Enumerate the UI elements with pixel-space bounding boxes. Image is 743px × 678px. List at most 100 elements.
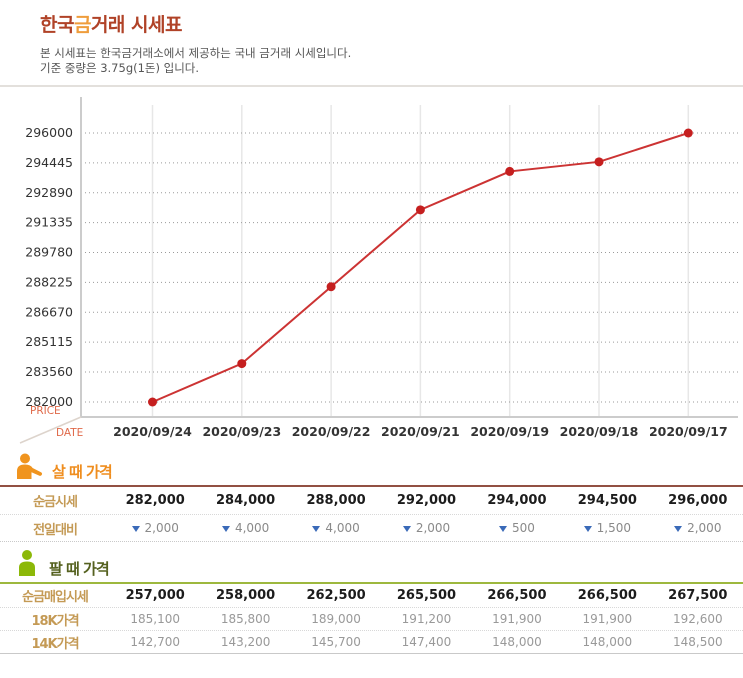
price-cell: 191,900 [582, 612, 633, 626]
page-subtitle: 본 시세표는 한국금거래소에서 제공하는 국내 금거래 시세입니다. 기준 중량… [40, 46, 743, 76]
sell-section-heading: 팔 때 가격 [0, 550, 743, 580]
data-point[interactable] [148, 397, 157, 407]
price-cell: 2,000 [110, 521, 200, 535]
price-cell: 284,000 [216, 493, 276, 508]
subtitle-line1: 본 시세표는 한국금거래소에서 제공하는 국내 금거래 시세입니다. [40, 46, 352, 60]
down-triangle-icon [583, 525, 592, 532]
table-row: 순금시세 282,000 284,000 288,000 292,000 294,000 2… [0, 487, 743, 514]
data-point[interactable] [594, 157, 604, 167]
y-axis-tick-label: 282000 [25, 394, 73, 409]
table-row: 14K가격 142,700 143,200 145,700 147,400 148,000… [0, 630, 743, 653]
axis-corner-divider [19, 416, 82, 444]
y-axis-tick-label: 292890 [25, 185, 73, 200]
row-label: 순금시세 [33, 495, 78, 510]
x-axis-tick-label: 2020/09/21 [381, 424, 460, 439]
price-cell: 191,200 [401, 612, 452, 626]
y-axis-tick-label: 294445 [25, 155, 73, 170]
x-axis-tick-label: 2020/09/22 [292, 424, 371, 439]
price-cell: 145,700 [311, 635, 361, 649]
table-row: 전일대비 2,000 4,000 4,000 2,000 500 1,500 2,000 [0, 514, 743, 541]
price-cell: 143,200 [220, 635, 271, 649]
price-cell: 148,000 [492, 635, 542, 649]
buy-heading-underline [0, 485, 743, 487]
price-cell: 148,500 [672, 635, 723, 649]
price-cell: 2,000 [381, 521, 471, 535]
seller-person-icon [14, 550, 41, 580]
price-cell: 185,800 [220, 612, 271, 626]
price-cell: 265,500 [396, 588, 457, 603]
sell-heading-underline [0, 582, 743, 584]
row-label: 18K가격 [31, 613, 79, 629]
y-axis-tick-label: 288225 [25, 274, 73, 289]
down-triangle-icon [498, 525, 507, 532]
price-cell: 1,500 [562, 521, 652, 535]
down-triangle-icon [674, 525, 683, 532]
buy-price-table: 순금시세 282,000 284,000 288,000 292,000 294,000 2… [0, 487, 743, 542]
price-cell: 257,000 [125, 588, 185, 603]
y-axis-tick-label: 283560 [25, 364, 73, 379]
price-cell: 292,000 [396, 493, 457, 508]
page-title: 한국금거래 시세표 [40, 10, 743, 37]
data-point[interactable] [237, 359, 247, 369]
price-cell: 296,000 [668, 493, 728, 508]
down-triangle-icon [312, 525, 321, 532]
price-cell: 191,900 [492, 612, 542, 626]
price-cell: 148,000 [582, 635, 633, 649]
price-cell: 192,600 [672, 612, 723, 626]
table-row: 18K가격 185,100 185,800 189,000 191,200 191,900… [0, 607, 743, 630]
x-axis-tick-label: 2020/09/19 [470, 424, 549, 439]
page-title-part3: 거래 시세표 [90, 14, 183, 36]
page-title-part1: 한국 [40, 14, 74, 36]
price-cell: 147,400 [401, 635, 452, 649]
buy-section-title: 살 때 가격 [52, 463, 113, 481]
y-axis-tick-label: 285115 [25, 334, 73, 349]
data-point[interactable] [683, 128, 693, 138]
price-cell: 266,500 [577, 588, 637, 603]
price-cell: 266,500 [487, 588, 547, 603]
price-cell: 500 [472, 521, 562, 535]
y-axis-title: PRICE [30, 405, 61, 417]
data-point[interactable] [326, 282, 336, 292]
price-cell: 258,000 [216, 588, 276, 603]
price-cell: 282,000 [125, 493, 185, 508]
price-cell: 142,700 [130, 635, 181, 649]
price-cell: 267,500 [668, 588, 728, 603]
chart-svg: 296000 294445 292890 291335 289780 288225 2866… [19, 97, 738, 444]
price-cell: 185,100 [130, 612, 181, 626]
price-cell: 189,000 [311, 612, 361, 626]
sell-section-title: 팔 때 가격 [49, 560, 110, 578]
table-row: 순금매입시세 257,000 258,000 262,500 265,500 266,50… [0, 584, 743, 607]
x-axis-tick-label: 2020/09/18 [560, 424, 639, 439]
y-axis-tick-label: 289780 [25, 245, 73, 260]
price-line-chart: 296000 294445 292890 291335 289780 288225 2866… [0, 87, 743, 455]
buyer-person-icon [14, 453, 44, 483]
y-axis-tick-label: 291335 [25, 215, 73, 230]
subtitle-line2: 기준 중량은 3.75g(1돈) 입니다. [40, 61, 200, 75]
down-triangle-icon [402, 525, 411, 532]
buy-price-section: 살 때 가격 순금시세 282,000 284,000 288,000 292,000 2… [0, 453, 743, 542]
down-triangle-icon [131, 525, 140, 532]
price-cell: 294,500 [577, 493, 637, 508]
row-label: 전일대비 [33, 522, 78, 538]
y-axis-tick-label: 286670 [25, 304, 73, 319]
down-triangle-icon [221, 525, 230, 532]
price-cell: 262,500 [306, 588, 366, 603]
page-header: 한국금거래 시세표 본 시세표는 한국금거래소에서 제공하는 국내 금거래 시세… [0, 0, 743, 76]
x-axis-tick-label: 2020/09/24 [113, 424, 192, 439]
sell-price-table: 순금매입시세 257,000 258,000 262,500 265,500 266,50… [0, 584, 743, 654]
x-axis-title: DATE [56, 427, 83, 439]
price-cell: 288,000 [306, 493, 366, 508]
row-label: 순금매입시세 [22, 590, 89, 605]
sell-price-section: 팔 때 가격 순금매입시세 257,000 258,000 262,500 265,50… [0, 550, 743, 654]
y-axis-tick-label: 296000 [25, 125, 73, 140]
data-point[interactable] [505, 166, 515, 176]
price-cell: 2,000 [653, 521, 743, 535]
row-label: 14K가격 [31, 636, 79, 652]
data-point[interactable] [415, 205, 425, 215]
header-divider [0, 85, 743, 87]
page-title-part2: 금 [73, 14, 91, 36]
price-cell: 4,000 [200, 521, 290, 535]
buy-section-heading: 살 때 가격 [0, 453, 743, 483]
price-cell: 4,000 [291, 521, 381, 535]
